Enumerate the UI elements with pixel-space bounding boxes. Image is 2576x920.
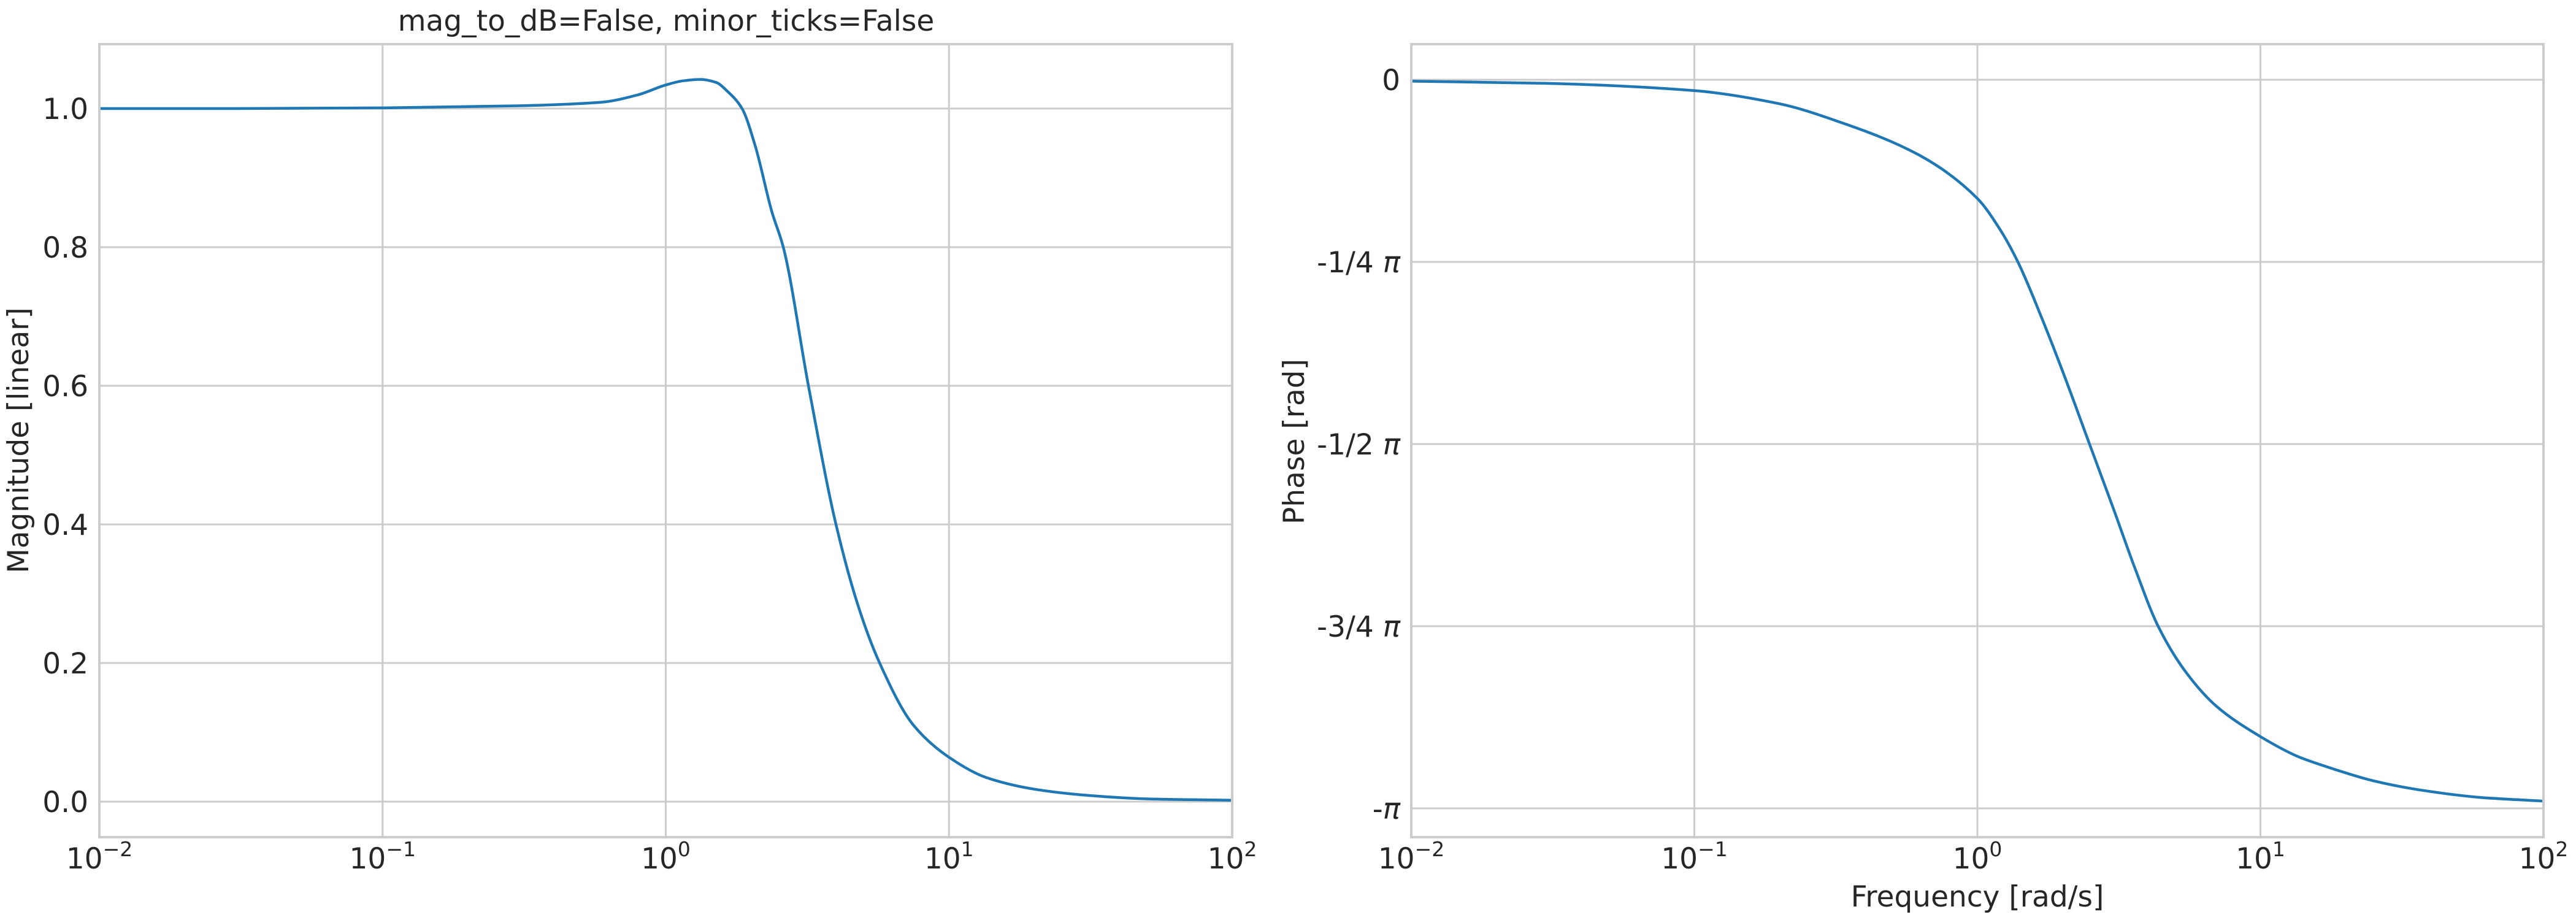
phase-x-tick-labels: 10−2 10−1 100 101 102 <box>1378 837 2569 876</box>
frequency-x-axis-label: Frequency [rad/s] <box>1851 880 2104 914</box>
y-tick-label: 0 <box>1382 64 1400 98</box>
x-tick-label: 102 <box>2519 837 2569 876</box>
x-tick-label: 101 <box>924 837 974 876</box>
magnitude-axes-frame <box>98 43 1233 838</box>
phase-gridlines <box>1411 44 2543 837</box>
y-tick-label: 0.6 <box>42 370 88 404</box>
x-tick-label: 10−2 <box>1378 837 1444 876</box>
chart-title: mag_to_dB=False, minor_ticks=False <box>398 4 935 38</box>
x-tick-label: 100 <box>641 837 691 876</box>
magnitude-curve <box>99 78 1233 802</box>
x-tick-label: 100 <box>1953 837 2003 876</box>
x-tick-label: 101 <box>2236 837 2285 876</box>
phase-y-axis-label: Phase [rad] <box>1278 359 1311 524</box>
magnitude-y-axis-label: Magnitude [linear] <box>2 307 36 573</box>
y-tick-label: 1.0 <box>42 93 88 126</box>
y-tick-label: 0.4 <box>42 508 88 542</box>
x-tick-label: 102 <box>1208 837 1257 876</box>
y-tick-label: -1/4 π <box>1317 246 1401 280</box>
phase-curve <box>1411 80 2544 803</box>
x-tick-label: 10−2 <box>66 837 132 876</box>
phase-axes: 0-1/4 π-1/2 π-3/4 π-π 10−2 10−1 100 101 102 … <box>1278 43 2569 914</box>
magnitude-axes: 0.0 0.2 0.4 0.6 0.8 1.0 10−2 10−1 100 101 102 mag… <box>2 4 1257 876</box>
phase-y-tick-labels: 0 -1/4 π -1/2 π -3/4 π -π <box>1317 64 1401 826</box>
y-tick-label: -π <box>1373 792 1401 826</box>
y-tick-label: -3/4 π <box>1317 610 1401 644</box>
phase-axes-frame <box>1410 43 2545 838</box>
x-tick-label: 10−1 <box>350 837 416 876</box>
y-tick-label: -1/2 π <box>1317 428 1401 462</box>
y-tick-label: 0.2 <box>42 647 88 681</box>
y-tick-label: 0.8 <box>42 231 88 265</box>
magnitude-x-tick-labels: 10−2 10−1 100 101 102 <box>66 837 1257 876</box>
y-tick-label: 0.0 <box>42 786 88 819</box>
x-tick-label: 10−1 <box>1661 837 1727 876</box>
magnitude-y-tick-labels: 0.0 0.2 0.4 0.6 0.8 1.0 <box>42 93 88 819</box>
